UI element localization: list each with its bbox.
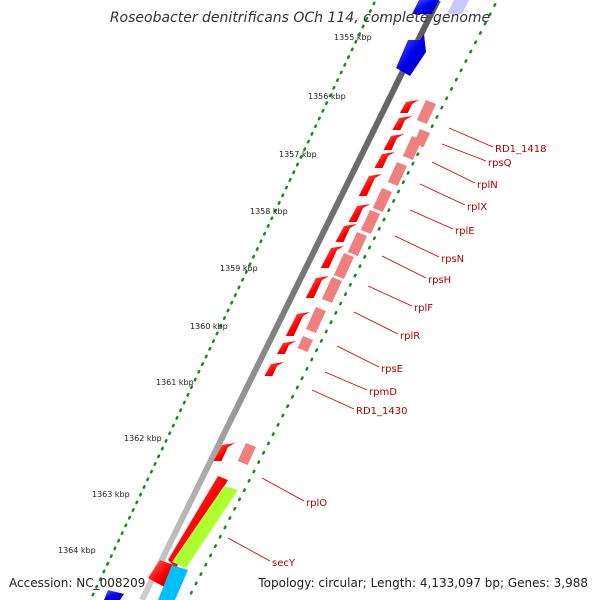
gene-inner-box [347, 232, 367, 256]
gene-label[interactable]: rpsQ [488, 158, 512, 169]
gene-leader-line [431, 161, 476, 184]
gene-leader-line [311, 389, 355, 410]
gene-inner-box [237, 443, 256, 465]
gene-label[interactable]: RD1_1430 [356, 406, 407, 417]
gene-label[interactable]: rpsH [428, 275, 451, 286]
kbp-label: 1363 kbp [92, 490, 130, 499]
kbp-label: 1357 kbp [279, 150, 317, 159]
gene-inner-box [387, 162, 407, 186]
gene-cyan-bottom [158, 565, 188, 600]
gene-leader-line [261, 477, 305, 502]
gene-leader-line [336, 345, 380, 368]
outer-dotted-track [88, 0, 378, 600]
gene-label[interactable]: rpsN [441, 254, 464, 265]
gene-red-large [168, 476, 228, 568]
accession-text: Accession: NC_008209 [9, 576, 145, 590]
gene-arrow [374, 152, 395, 168]
gene-arrow [213, 443, 235, 461]
kbp-label: 1360 kbp [190, 322, 228, 331]
kbp-label: 1358 kbp [250, 207, 288, 216]
gene-arrow [276, 341, 296, 354]
gene-leader-line [381, 255, 427, 279]
gene-inner-box [297, 336, 313, 352]
gene-inner-box [402, 136, 422, 160]
gene-arrow [285, 312, 310, 336]
gene-label[interactable]: rpmD [369, 387, 397, 398]
gene-arrow [392, 116, 412, 130]
gene-leader-line [419, 183, 466, 206]
gene-leader-line [441, 143, 487, 162]
gene-label[interactable]: rplF [414, 303, 433, 314]
gene-leader-line [394, 235, 440, 258]
gene-label[interactable]: secY [272, 558, 296, 569]
gene-label-group: RD1_1418 rpsQ rplN rplX rplE rpsN rpsH rplF rplR… [227, 127, 546, 569]
kbp-label: 1362 kbp [124, 434, 162, 443]
pink-box-group [237, 100, 436, 465]
gene-blue-top [412, 0, 439, 14]
kbp-label: 1356 kbp [308, 92, 346, 101]
gene-leader-line [227, 537, 271, 562]
gene-inner-box [321, 277, 342, 303]
gene-arrow [305, 276, 329, 298]
gene-arrow [383, 134, 404, 150]
gene-label[interactable]: rplR [400, 331, 420, 342]
gene-lightblue-top [447, 0, 469, 14]
gene-label[interactable]: rpsE [381, 364, 403, 375]
gene-label[interactable]: rplE [455, 226, 475, 237]
gene-arrow [358, 174, 382, 196]
kbp-label: 1361 kbp [156, 378, 194, 387]
kbp-label: 1364 kbp [58, 546, 96, 555]
kbp-label-group: 1355 kbp 1356 kbp 1357 kbp 1358 kbp 1359 kbp… [58, 33, 372, 555]
gene-inner-box [360, 210, 380, 234]
gene-leader-line [353, 311, 399, 335]
gene-inner-box [416, 100, 436, 124]
gene-leader-line [448, 127, 494, 148]
gene-inner-box [305, 307, 326, 333]
gene-inner-box [372, 188, 392, 212]
gene-arrow [264, 362, 284, 376]
gene-arrow [348, 204, 370, 222]
gene-leader-line [409, 209, 454, 230]
kbp-label: 1359 kbp [220, 264, 258, 273]
gene-arrow-group [213, 100, 419, 461]
gene-green-secy [172, 486, 238, 568]
gene-leader-line [324, 371, 368, 391]
genome-backbone [139, 0, 441, 600]
gene-leader-line [367, 285, 413, 307]
kbp-label: 1355 kbp [334, 33, 372, 42]
gene-blue-arrow [396, 34, 426, 76]
gene-inner-box [333, 253, 354, 279]
genome-summary-text: Topology: circular; Length: 4,133,097 bp… [257, 576, 588, 590]
inner-dotted-track [186, 0, 499, 600]
gene-arrow [320, 246, 344, 268]
gene-label[interactable]: rplX [467, 202, 487, 213]
map-title: Roseobacter denitrificans OCh 114, compl… [110, 10, 490, 26]
gene-arrow [399, 100, 419, 113]
gene-label[interactable]: rplO [306, 498, 327, 509]
gene-arrow [335, 224, 357, 242]
gene-label[interactable]: RD1_1418 [495, 144, 546, 155]
gene-blue-bottom [104, 590, 124, 600]
gene-label[interactable]: rplN [477, 180, 498, 191]
